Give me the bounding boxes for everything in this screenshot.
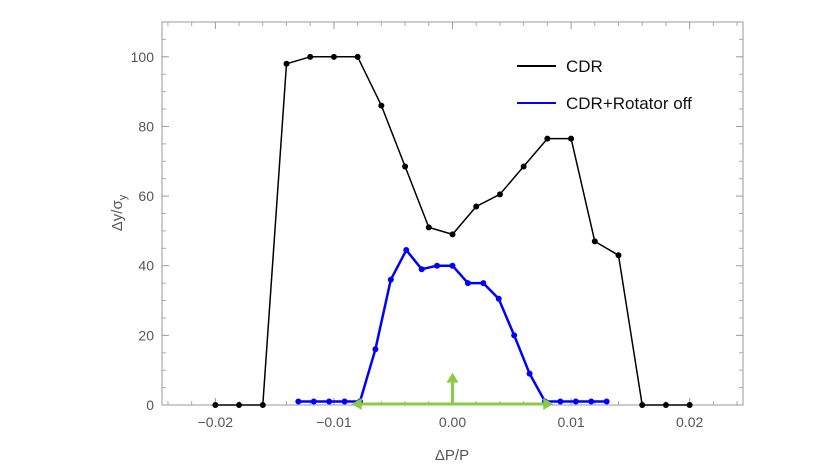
data-point-cdr <box>212 402 219 408</box>
x-tick-labels: −0.02 −0.01 0.00 0.01 0.02 <box>198 414 704 430</box>
y-tick-label: 60 <box>138 188 154 204</box>
data-point-cdr <box>568 135 575 142</box>
data-point-cdr <box>473 203 480 210</box>
data-point-cdr-rotator-off <box>387 276 394 283</box>
y-tick-label: 80 <box>138 118 154 134</box>
data-point-cdr <box>330 53 337 60</box>
data-point-cdr <box>236 402 243 408</box>
double-arrow-head-right <box>543 398 554 410</box>
x-tick-label: 0.00 <box>439 414 466 430</box>
data-point-cdr <box>307 53 314 60</box>
legend-label-cdr: CDR <box>566 57 603 76</box>
data-point-cdr <box>639 402 646 408</box>
data-point-cdr <box>378 102 385 109</box>
x-tick-label: 0.01 <box>557 414 584 430</box>
y-axis-title-main: Δy/σ <box>109 200 126 232</box>
x-tick-label: −0.01 <box>316 414 352 430</box>
data-point-cdr <box>449 231 456 238</box>
data-point-cdr-rotator-off <box>403 247 410 254</box>
data-point-cdr-rotator-off <box>464 280 471 287</box>
arrow-head <box>446 372 459 383</box>
plot-frame <box>161 21 744 406</box>
data-point-cdr-rotator-off <box>603 398 610 405</box>
data-point-cdr-rotator-off <box>588 398 595 405</box>
data-point-cdr <box>259 402 266 408</box>
y-tick-label: 40 <box>138 258 154 274</box>
data-point-cdr <box>520 163 527 170</box>
series-cdr <box>212 53 693 408</box>
data-point-cdr-rotator-off <box>295 398 302 405</box>
data-point-cdr-rotator-off <box>418 266 425 273</box>
y-axis-title-sub: y <box>117 194 129 200</box>
annotation-layer <box>351 372 554 410</box>
data-point-cdr <box>354 53 361 60</box>
data-point-cdr <box>662 402 669 408</box>
double-arrow-head-left <box>351 398 362 410</box>
data-point-cdr <box>615 252 622 259</box>
y-tick-label: 0 <box>146 397 154 413</box>
ticks <box>162 22 743 406</box>
data-point-cdr-rotator-off <box>341 398 348 405</box>
data-point-cdr-rotator-off <box>449 262 456 269</box>
y-tick-labels: 0 20 40 60 80 100 <box>131 49 155 413</box>
y-axis-title: Δy/σy <box>109 194 129 231</box>
x-axis-title: ΔP/P <box>435 447 469 464</box>
data-point-cdr <box>496 191 503 198</box>
data-point-cdr-rotator-off <box>526 370 533 377</box>
data-point-cdr-rotator-off <box>480 280 487 287</box>
data-point-cdr-rotator-off <box>557 398 564 405</box>
y-tick-label: 20 <box>138 327 154 343</box>
data-point-cdr <box>283 60 290 67</box>
data-point-cdr-rotator-off <box>372 346 379 353</box>
data-point-cdr <box>544 135 551 142</box>
data-point-cdr-rotator-off <box>310 398 317 405</box>
legend-label-cdr-rotator-off: CDR+Rotator off <box>566 94 692 113</box>
data-point-cdr-rotator-off <box>572 398 579 405</box>
y-tick-label: 100 <box>131 49 155 65</box>
data-point-cdr-rotator-off <box>495 295 502 302</box>
data-point-cdr-rotator-off <box>326 398 333 405</box>
data-point-cdr <box>402 163 409 170</box>
data-point-cdr-rotator-off <box>511 332 518 339</box>
data-point-cdr <box>591 238 598 245</box>
legend: CDR CDR+Rotator off <box>517 57 692 113</box>
data-point-cdr <box>686 402 693 408</box>
x-tick-label: 0.02 <box>676 414 703 430</box>
data-point-cdr <box>425 224 432 231</box>
data-point-cdr-rotator-off <box>434 262 441 269</box>
x-tick-label: −0.02 <box>198 414 234 430</box>
